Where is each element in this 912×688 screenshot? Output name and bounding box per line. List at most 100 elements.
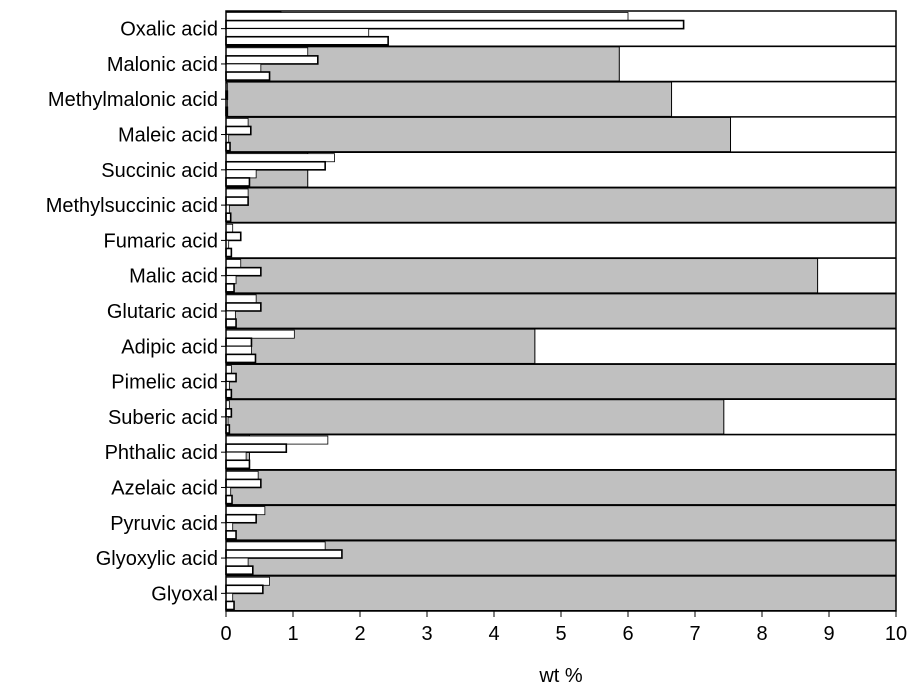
sub-bar	[225, 451, 247, 461]
category-label: Glyoxylic acid	[96, 548, 218, 570]
sub-bar	[225, 372, 237, 383]
sub-bar	[225, 282, 235, 293]
sub-bar	[225, 584, 264, 595]
sub-bar	[225, 600, 235, 611]
sub-bar	[225, 557, 249, 567]
sub-bar	[225, 125, 252, 136]
category-label: Malic acid	[129, 266, 218, 288]
category-label: Maleic acid	[118, 125, 218, 147]
category-label: Malonic acid	[107, 54, 218, 76]
category-label: Glutaric acid	[107, 301, 218, 323]
sub-bar	[225, 494, 233, 505]
sub-bar	[225, 443, 288, 453]
sub-bar	[225, 153, 335, 163]
category-label: Suberic acid	[108, 407, 218, 429]
x-tick-label: 1	[287, 623, 298, 645]
sub-bar	[225, 408, 233, 418]
background-bar	[225, 81, 673, 117]
background-bar	[225, 363, 897, 400]
sub-bar	[225, 365, 232, 374]
background-bars	[225, 11, 897, 611]
sub-bar	[225, 576, 270, 586]
background-bar	[225, 258, 819, 294]
sub-bar	[225, 329, 295, 339]
background-bar	[225, 399, 725, 435]
sub-bar	[225, 478, 262, 489]
sub-bar	[225, 275, 237, 285]
category-label: Phthalic acid	[105, 442, 218, 464]
x-axis-title: wt %	[538, 665, 583, 687]
sub-bar	[225, 169, 257, 179]
sub-bar	[225, 513, 257, 524]
sub-bar	[225, 435, 329, 445]
sub-bar	[225, 35, 389, 46]
category-labels: Oxalic acid Malonic acid Methylmalonic aci…	[46, 19, 218, 606]
background-bar	[225, 116, 732, 153]
category-label: Methylmalonic acid	[48, 89, 218, 111]
sub-bar	[225, 266, 262, 277]
category-label: Succinic acid	[101, 160, 218, 182]
sub-bars	[225, 12, 685, 611]
sub-bar	[225, 345, 252, 355]
row-separators	[226, 45, 896, 577]
sub-bar	[225, 506, 266, 516]
category-label: Methylsuccinic acid	[46, 195, 218, 217]
sub-bar	[225, 459, 251, 470]
sub-bar	[225, 310, 236, 320]
category-label: Fumaric acid	[104, 230, 218, 252]
sub-bar	[225, 55, 319, 65]
x-tick-label: 6	[622, 623, 633, 645]
sub-bar	[225, 47, 309, 57]
sub-bar	[225, 19, 685, 30]
background-bar	[225, 505, 897, 541]
background-bar	[225, 469, 897, 506]
sub-bar	[225, 294, 257, 304]
x-tick-label: 8	[756, 623, 767, 645]
background-bar	[225, 293, 897, 329]
sub-bar	[225, 63, 262, 73]
sub-bar	[225, 565, 254, 576]
x-tick-label: 4	[488, 623, 499, 645]
sub-bar	[225, 12, 629, 21]
sub-bar	[225, 318, 237, 328]
x-tick-label: 10	[885, 623, 907, 645]
category-label: Azelaic acid	[111, 477, 218, 499]
sub-bar	[225, 71, 271, 81]
category-label: Pimelic acid	[111, 372, 218, 394]
sub-bar	[225, 470, 259, 480]
sub-bar	[225, 117, 249, 127]
sub-bar	[225, 160, 326, 171]
sub-bar	[225, 231, 242, 242]
sub-bar	[225, 188, 249, 198]
x-tick-label: 3	[421, 623, 432, 645]
background-bar	[225, 575, 897, 611]
x-tick-label: 5	[555, 623, 566, 645]
sub-bar	[225, 522, 234, 532]
sub-bar	[225, 592, 234, 602]
sub-bar	[225, 337, 253, 348]
sub-bar	[225, 549, 343, 559]
sub-bar	[225, 177, 251, 187]
sub-bar	[225, 259, 242, 269]
sub-bar	[225, 530, 237, 540]
category-label: Pyruvic acid	[110, 513, 218, 535]
sub-bar	[225, 247, 233, 258]
x-tick-label: 0	[220, 623, 231, 645]
x-axis-ticks	[225, 611, 897, 617]
category-label: Oxalic acid	[120, 19, 218, 41]
category-label: Glyoxal	[151, 583, 218, 605]
x-tick-label: 2	[354, 623, 365, 645]
sub-bar	[225, 353, 257, 364]
sub-bar	[225, 388, 233, 399]
sub-bar	[225, 196, 249, 206]
sub-bar	[225, 28, 370, 38]
x-tick-label: 7	[689, 623, 700, 645]
sub-bar	[225, 223, 234, 233]
x-tick-labels: 0 1 2 3 4 5 6 7 8 9 10	[220, 623, 907, 645]
category-label: Adipic acid	[121, 336, 218, 358]
x-tick-label: 9	[823, 623, 834, 645]
sub-bar	[225, 541, 326, 551]
background-bar	[225, 187, 897, 223]
sub-bar	[225, 302, 262, 312]
